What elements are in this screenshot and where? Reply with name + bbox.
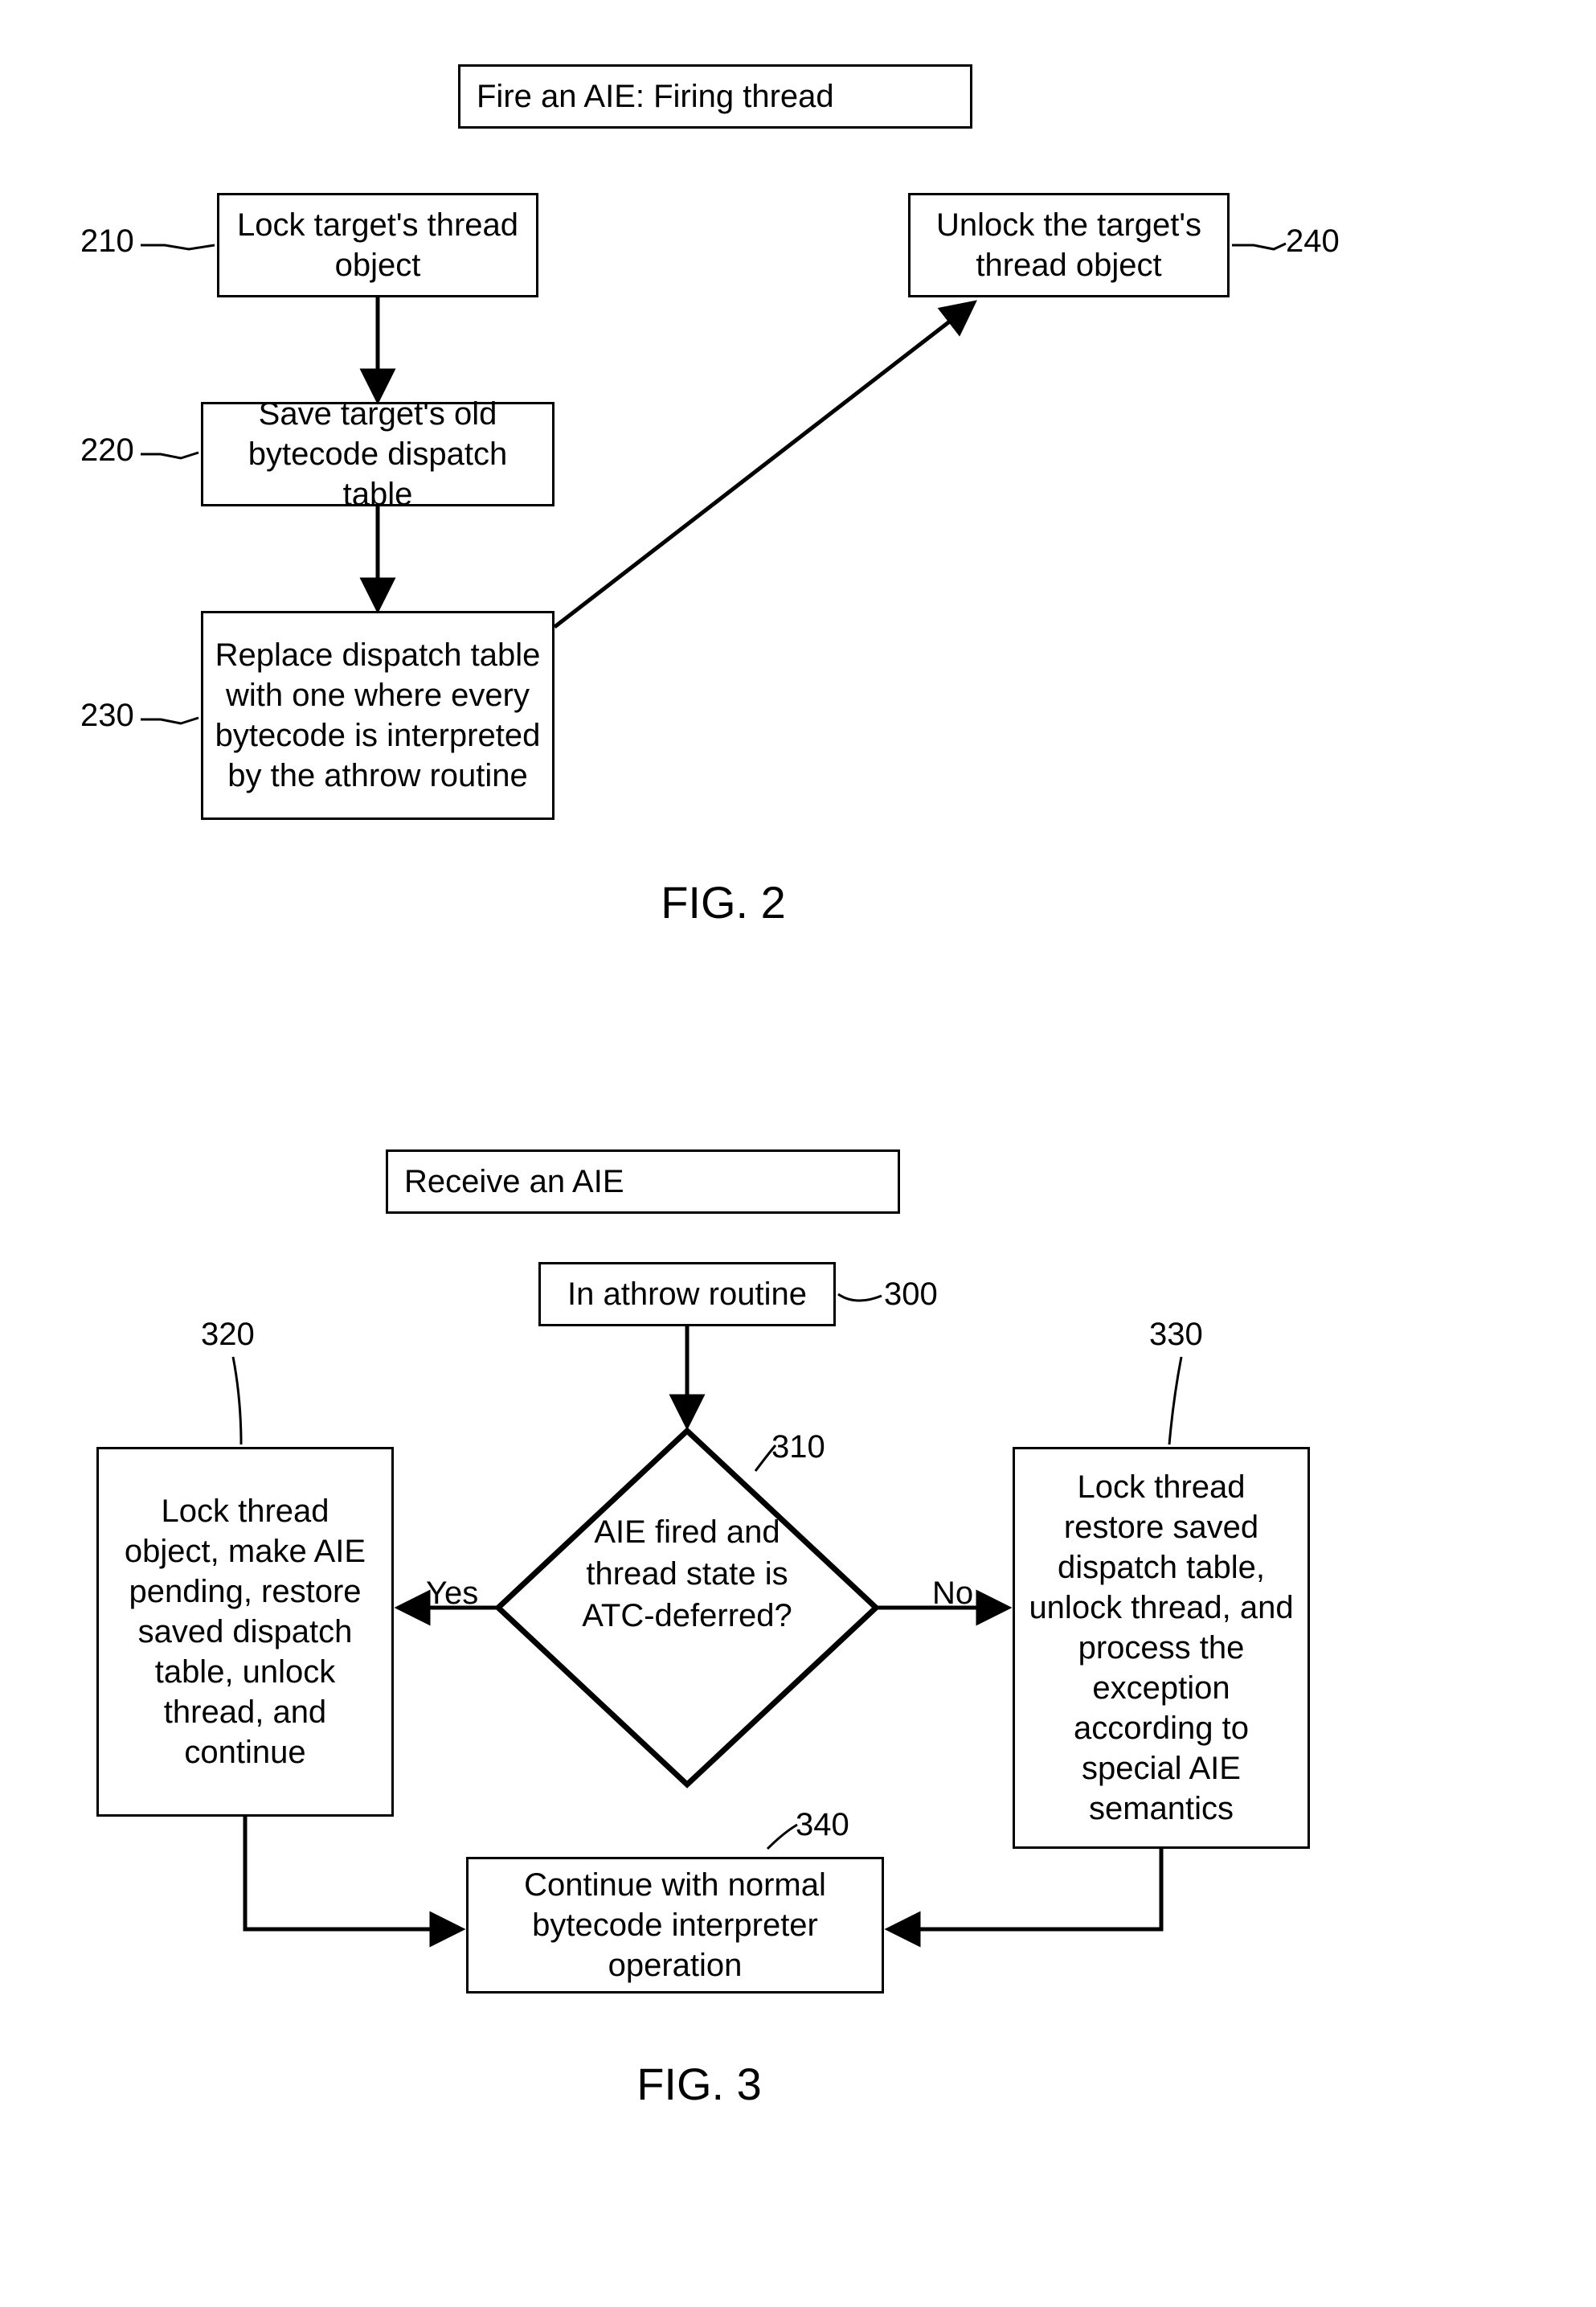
- fig3-node-310-text: AIE fired and thread state is ATC-deferr…: [563, 1511, 812, 1637]
- fig3-node-320: Lock thread object, make AIE pending, re…: [96, 1447, 394, 1817]
- fig3-ref-310: 310: [771, 1431, 825, 1463]
- fig2-node-210: Lock target's thread object: [217, 193, 538, 297]
- fig3-caption: FIG. 3: [595, 2058, 804, 2110]
- fig2-node-220: Save target's old bytecode dispatch tabl…: [201, 402, 555, 506]
- fig2-node-210-text: Lock target's thread object: [231, 205, 525, 285]
- fig3-edge-yes: Yes: [426, 1576, 478, 1612]
- fig2-node-220-text: Save target's old bytecode dispatch tabl…: [215, 394, 541, 514]
- fig2-ref-220: 220: [80, 434, 134, 466]
- fig2-ref-210: 210: [80, 225, 134, 257]
- fig3-ref-320: 320: [201, 1318, 255, 1350]
- fig2-ref-230: 230: [80, 699, 134, 731]
- fig2-node-240-text: Unlock the target's thread object: [922, 205, 1216, 285]
- fig3-node-320-text: Lock thread object, make AIE pending, re…: [110, 1491, 380, 1772]
- fig2-ref-240: 240: [1286, 225, 1340, 257]
- fig3-title-text: Receive an AIE: [404, 1162, 624, 1202]
- fig3-ref-330: 330: [1149, 1318, 1203, 1350]
- fig2-title-text: Fire an AIE: Firing thread: [477, 76, 834, 117]
- fig3-ref-340: 340: [796, 1809, 849, 1841]
- fig2-title-box: Fire an AIE: Firing thread: [458, 64, 972, 129]
- fig3-node-330: Lock thread restore saved dispatch table…: [1013, 1447, 1310, 1849]
- fig3-ref-300: 300: [884, 1278, 938, 1310]
- fig3-node-300-text: In athrow routine: [567, 1274, 807, 1314]
- fig2-node-240: Unlock the target's thread object: [908, 193, 1230, 297]
- fig3-node-330-text: Lock thread restore saved dispatch table…: [1026, 1467, 1296, 1829]
- fig3-node-340-text: Continue with normal bytecode interprete…: [480, 1865, 870, 1985]
- fig2-caption: FIG. 2: [619, 876, 828, 928]
- fig2-node-230: Replace dispatch table with one where ev…: [201, 611, 555, 820]
- fig2-node-230-text: Replace dispatch table with one where ev…: [215, 635, 541, 796]
- fig3-node-300: In athrow routine: [538, 1262, 836, 1326]
- fig3-edge-no: No: [932, 1576, 973, 1612]
- fig3-node-340: Continue with normal bytecode interprete…: [466, 1857, 884, 1994]
- fig3-title-box: Receive an AIE: [386, 1149, 900, 1214]
